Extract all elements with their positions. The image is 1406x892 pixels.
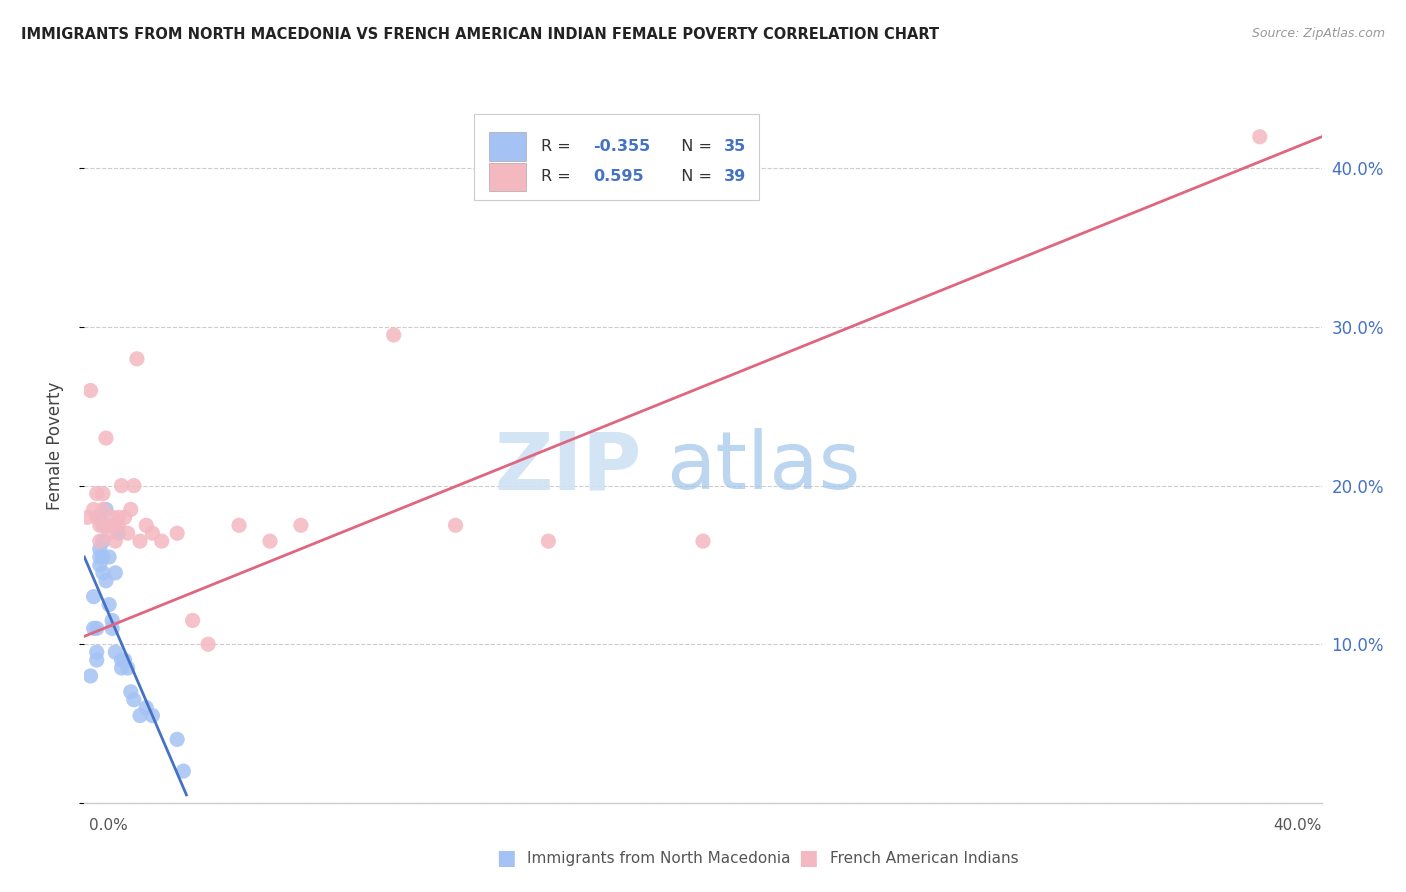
Text: 0.595: 0.595	[593, 169, 644, 185]
Point	[104, 518, 127, 533]
Point	[79, 669, 101, 683]
Text: Source: ZipAtlas.com: Source: ZipAtlas.com	[1251, 27, 1385, 40]
Text: R =: R =	[541, 169, 581, 185]
Point	[141, 526, 163, 541]
FancyBboxPatch shape	[489, 132, 526, 161]
Text: 35: 35	[724, 139, 747, 153]
Point	[101, 510, 124, 524]
Point	[101, 614, 124, 628]
Point	[117, 661, 139, 675]
Point	[91, 518, 114, 533]
Point	[107, 510, 129, 524]
FancyBboxPatch shape	[474, 114, 759, 200]
Point	[107, 518, 129, 533]
Y-axis label: Female Poverty: Female Poverty	[45, 382, 63, 510]
Point	[98, 518, 121, 533]
Point	[120, 502, 142, 516]
Point	[89, 549, 111, 564]
Point	[89, 558, 111, 572]
Point	[197, 637, 219, 651]
Point	[98, 526, 121, 541]
Point	[150, 534, 173, 549]
Point	[537, 534, 560, 549]
Point	[259, 534, 281, 549]
Point	[110, 478, 132, 492]
Point	[141, 708, 163, 723]
Point	[86, 653, 108, 667]
Point	[104, 566, 127, 580]
Point	[83, 590, 105, 604]
Point	[89, 518, 111, 533]
Text: ■: ■	[799, 848, 818, 868]
Point	[129, 708, 152, 723]
Point	[79, 384, 101, 398]
Point	[94, 502, 117, 516]
Text: atlas: atlas	[666, 428, 860, 507]
Point	[86, 510, 108, 524]
Point	[86, 621, 108, 635]
Text: ZIP: ZIP	[494, 428, 641, 507]
Text: Immigrants from North Macedonia: Immigrants from North Macedonia	[527, 851, 790, 865]
Text: N =: N =	[671, 139, 717, 153]
Point	[1249, 129, 1271, 144]
Point	[107, 526, 129, 541]
Point	[290, 518, 312, 533]
Point	[129, 534, 152, 549]
Point	[117, 526, 139, 541]
Point	[114, 510, 136, 524]
Point	[172, 764, 194, 778]
Point	[94, 518, 117, 533]
Point	[110, 661, 132, 675]
Text: 40.0%: 40.0%	[1274, 818, 1322, 832]
Point	[135, 518, 157, 533]
Point	[94, 431, 117, 445]
Text: French American Indians: French American Indians	[830, 851, 1018, 865]
Point	[83, 502, 105, 516]
Point	[166, 526, 188, 541]
Text: IMMIGRANTS FROM NORTH MACEDONIA VS FRENCH AMERICAN INDIAN FEMALE POVERTY CORRELA: IMMIGRANTS FROM NORTH MACEDONIA VS FRENC…	[21, 27, 939, 42]
Text: N =: N =	[671, 169, 717, 185]
Point	[94, 518, 117, 533]
Point	[98, 598, 121, 612]
Text: ■: ■	[496, 848, 516, 868]
Point	[86, 486, 108, 500]
Point	[135, 700, 157, 714]
Point	[91, 502, 114, 516]
Point	[101, 621, 124, 635]
Point	[114, 653, 136, 667]
Point	[91, 549, 114, 564]
Text: 0.0%: 0.0%	[89, 818, 128, 832]
Point	[91, 534, 114, 549]
Point	[382, 328, 405, 343]
FancyBboxPatch shape	[489, 162, 526, 191]
Point	[122, 478, 145, 492]
Text: R =: R =	[541, 139, 576, 153]
Point	[125, 351, 148, 366]
Point	[444, 518, 467, 533]
Point	[122, 692, 145, 706]
Point	[91, 486, 114, 500]
Point	[181, 614, 204, 628]
Point	[89, 510, 111, 524]
Text: 39: 39	[724, 169, 747, 185]
Point	[94, 574, 117, 588]
Point	[110, 653, 132, 667]
Point	[166, 732, 188, 747]
Point	[89, 542, 111, 557]
Point	[86, 645, 108, 659]
Text: -0.355: -0.355	[593, 139, 650, 153]
Point	[692, 534, 714, 549]
Point	[91, 566, 114, 580]
Point	[228, 518, 250, 533]
Point	[104, 534, 127, 549]
Point	[98, 549, 121, 564]
Point	[83, 621, 105, 635]
Point	[89, 534, 111, 549]
Point	[104, 645, 127, 659]
Point	[76, 510, 98, 524]
Point	[120, 685, 142, 699]
